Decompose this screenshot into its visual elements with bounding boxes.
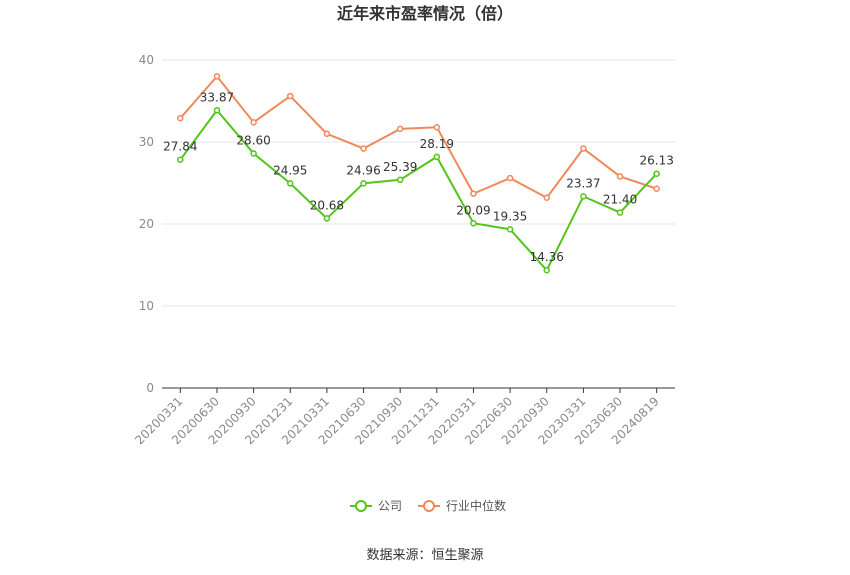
data-point[interactable] [616, 173, 624, 180]
data-point[interactable] [653, 170, 660, 177]
data-point[interactable] [213, 107, 221, 114]
data-point[interactable] [506, 174, 514, 182]
data-point[interactable] [470, 220, 477, 227]
series-line [179, 108, 658, 273]
data-point[interactable] [543, 266, 550, 274]
grid-lines [162, 59, 675, 307]
legend-item[interactable]: 公司 [350, 499, 402, 513]
data-label: 19.35 [493, 209, 527, 223]
data-point[interactable] [360, 180, 367, 187]
data-label: 28.19 [420, 137, 454, 151]
data-point[interactable] [506, 226, 514, 233]
legend-swatch-marker [355, 500, 367, 512]
data-labels: 27.84 33.87 28.60 24.95 20.68 24.96 25.3928.19… [163, 90, 674, 264]
x-axis: 2020033120200630202009302020123120210331… [132, 387, 675, 447]
data-label: 14.36 [530, 250, 564, 264]
legend-label: 行业中位数 [446, 498, 506, 513]
data-point[interactable] [470, 190, 477, 197]
data-point[interactable] [323, 130, 331, 138]
data-label: 28.60 [236, 133, 270, 147]
y-tick-label: 20 [139, 217, 154, 231]
y-tick-label: 10 [139, 299, 154, 313]
data-point[interactable] [250, 150, 257, 157]
data-point[interactable] [287, 180, 294, 187]
data-point[interactable] [213, 73, 221, 80]
y-axis: 0 10 20 30 40 [139, 53, 154, 395]
data-label: 23.37 [566, 176, 600, 190]
y-tick-label: 40 [139, 53, 154, 67]
data-point[interactable] [543, 194, 550, 202]
data-point[interactable] [433, 153, 441, 161]
legend-swatch-marker [423, 500, 435, 512]
source-note: 数据来源：恒生聚源 [366, 548, 483, 563]
legend[interactable]: 公司 行业中位数 [350, 498, 506, 513]
data-label: 20.68 [310, 198, 344, 212]
data-point[interactable] [287, 92, 294, 100]
data-label: 33.87 [200, 90, 234, 104]
y-tick-label: 0 [146, 381, 154, 395]
data-point[interactable] [250, 119, 257, 126]
data-label: 25.39 [383, 160, 417, 174]
data-point[interactable] [580, 193, 587, 200]
chart-title: 近年来市盈率情况（倍） [337, 4, 513, 23]
series-line [179, 74, 657, 200]
data-label: 26.13 [639, 154, 673, 168]
data-point[interactable] [433, 123, 441, 131]
data-label: 24.96 [346, 163, 380, 177]
series-lines [177, 73, 660, 274]
data-point[interactable] [396, 176, 404, 184]
y-tick-label: 30 [139, 135, 154, 149]
data-point[interactable] [323, 215, 331, 222]
data-label: 21.40 [603, 193, 637, 207]
data-point[interactable] [616, 209, 624, 216]
data-point[interactable] [653, 185, 660, 192]
data-point[interactable] [580, 145, 587, 152]
data-label: 24.95 [273, 163, 307, 177]
data-point[interactable] [396, 125, 404, 133]
data-point[interactable] [360, 145, 367, 152]
data-point[interactable] [177, 156, 184, 163]
legend-item[interactable]: 行业中位数 [418, 498, 506, 513]
legend-label: 公司 [378, 499, 402, 513]
data-label: 27.84 [163, 140, 197, 154]
data-label: 20.09 [456, 203, 490, 217]
data-point[interactable] [177, 114, 184, 122]
